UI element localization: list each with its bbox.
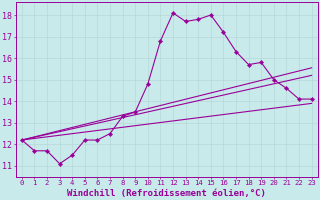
X-axis label: Windchill (Refroidissement éolien,°C): Windchill (Refroidissement éolien,°C): [67, 189, 266, 198]
